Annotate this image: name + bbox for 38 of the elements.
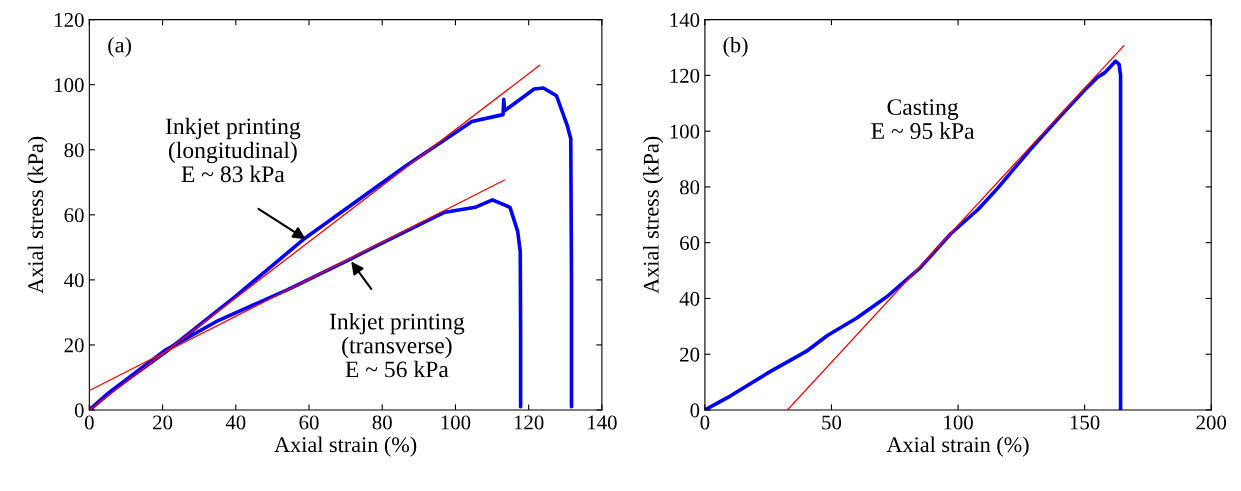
line-series [704,59,1123,410]
x-axis-title: Axial strain (%) [886,436,1029,457]
y-axis-title: Axial stress (kPa) [27,136,48,294]
y-tick-label: 120 [670,68,700,83]
y-tick-label: 80 [679,180,700,195]
y-tick-label: 100 [670,124,700,139]
y-axis-title: Axial stress (kPa) [643,136,664,294]
y-tick-label: 40 [64,273,84,288]
x-tick-label: 0 [700,415,710,430]
y-tick-label: 20 [64,338,84,353]
y-tick-label: 20 [680,347,700,362]
x-tick-label: 60 [299,415,319,430]
x-tick-label: 0 [84,415,94,430]
y-tick-label: 0 [74,403,84,418]
x-tick-label: 50 [822,415,842,430]
x-tick-label: 20 [153,415,173,430]
x-tick-label: 100 [441,415,471,430]
annotation: Casting E ~ 95 kPa [871,99,975,139]
annotation: Inkjet printing (transverse) E ~ 56 kPa [329,312,465,378]
y-tick-label: 100 [55,78,84,93]
annotation: (b) [723,36,748,58]
x-tick-label: 140 [588,415,617,430]
y-tick-label: 120 [55,13,84,28]
y-tick-label: 140 [670,13,700,28]
y-tick-label: 60 [680,236,700,251]
x-tick-label: 100 [944,415,973,430]
x-tick-label: 40 [225,415,246,430]
x-tick-label: 150 [1070,415,1100,430]
y-tick-label: 80 [64,143,84,158]
x-tick-label: 120 [514,415,544,430]
y-tick-label: 40 [679,291,700,306]
x-tick-label: 200 [1196,415,1227,430]
annotation: Inkjet printing (longitudinal) E ~ 83 kPa [165,117,301,183]
x-axis-title: Axial strain (%) [274,436,417,457]
y-tick-label: 60 [64,208,84,223]
annotation: (a) [108,36,131,58]
x-tick-label: 80 [372,415,392,430]
y-tick-label: 0 [690,403,700,418]
